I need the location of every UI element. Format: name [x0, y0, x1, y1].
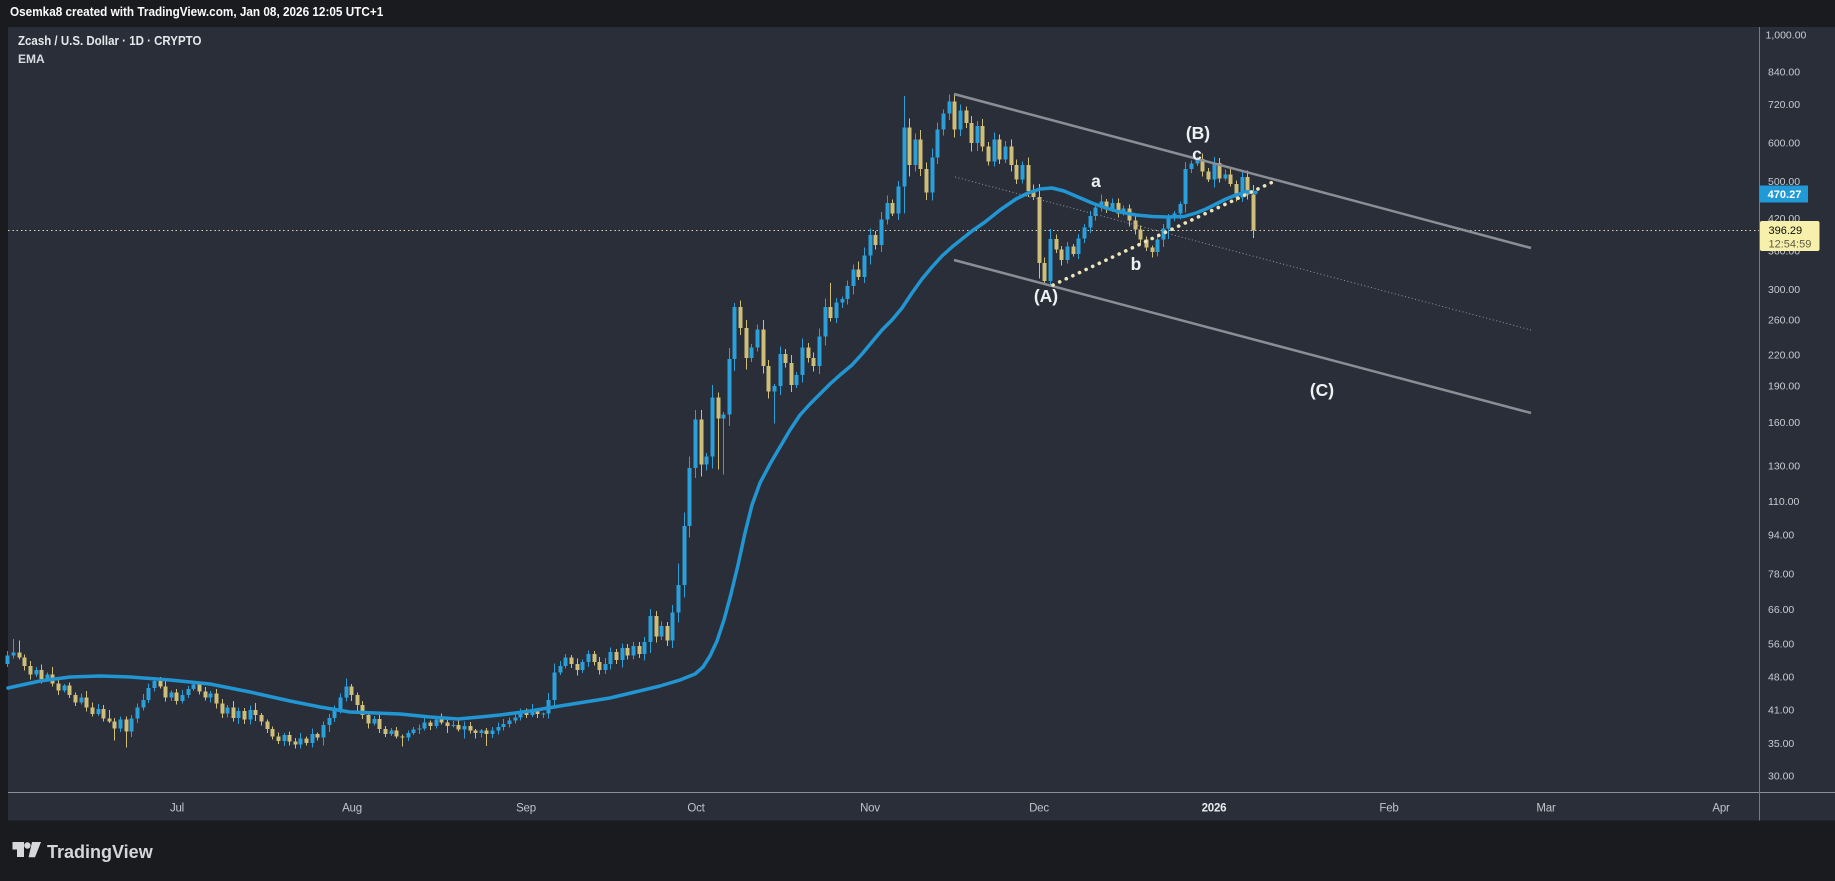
- svg-text:Sep: Sep: [516, 803, 536, 815]
- svg-text:94.00: 94.00: [1768, 529, 1794, 541]
- svg-text:160.00: 160.00: [1768, 417, 1800, 429]
- svg-text:190.00: 190.00: [1768, 381, 1800, 393]
- svg-text:130.00: 130.00: [1768, 461, 1800, 473]
- svg-text:a: a: [1091, 171, 1101, 191]
- svg-text:Aug: Aug: [342, 803, 362, 815]
- svg-text:1,000.00: 1,000.00: [1766, 30, 1807, 42]
- svg-text:840.00: 840.00: [1768, 66, 1800, 78]
- svg-text:720.00: 720.00: [1768, 99, 1800, 111]
- svg-text:(A): (A): [1034, 286, 1058, 306]
- svg-text:Jul: Jul: [170, 803, 184, 815]
- svg-text:260.00: 260.00: [1768, 314, 1800, 326]
- svg-text:c: c: [1192, 144, 1202, 164]
- svg-text:470.27: 470.27: [1768, 189, 1802, 201]
- svg-text:Mar: Mar: [1536, 803, 1556, 815]
- svg-text:Feb: Feb: [1379, 803, 1398, 815]
- svg-text:(B): (B): [1186, 123, 1210, 143]
- svg-text:500.00: 500.00: [1768, 176, 1800, 188]
- svg-text:(C): (C): [1310, 380, 1334, 400]
- svg-text:300.00: 300.00: [1768, 284, 1800, 296]
- svg-text:Nov: Nov: [860, 803, 880, 815]
- svg-text:Apr: Apr: [1712, 803, 1730, 815]
- svg-text:30.00: 30.00: [1768, 771, 1794, 783]
- svg-text:Oct: Oct: [687, 803, 705, 815]
- svg-text:41.00: 41.00: [1768, 705, 1794, 717]
- svg-text:Dec: Dec: [1029, 803, 1049, 815]
- svg-text:35.00: 35.00: [1768, 738, 1794, 750]
- svg-text:66.00: 66.00: [1768, 604, 1794, 616]
- svg-text:396.29: 396.29: [1769, 225, 1803, 237]
- svg-text:b: b: [1131, 254, 1142, 274]
- svg-text:2026: 2026: [1202, 803, 1227, 815]
- svg-text:600.00: 600.00: [1768, 138, 1800, 150]
- svg-text:TradingView: TradingView: [47, 842, 154, 862]
- svg-text:78.00: 78.00: [1768, 569, 1794, 581]
- svg-text:110.00: 110.00: [1768, 496, 1799, 508]
- svg-text:12:54:59: 12:54:59: [1769, 239, 1812, 251]
- svg-text:56.00: 56.00: [1768, 639, 1794, 651]
- svg-text:48.00: 48.00: [1768, 671, 1794, 683]
- svg-text:220.00: 220.00: [1768, 350, 1800, 362]
